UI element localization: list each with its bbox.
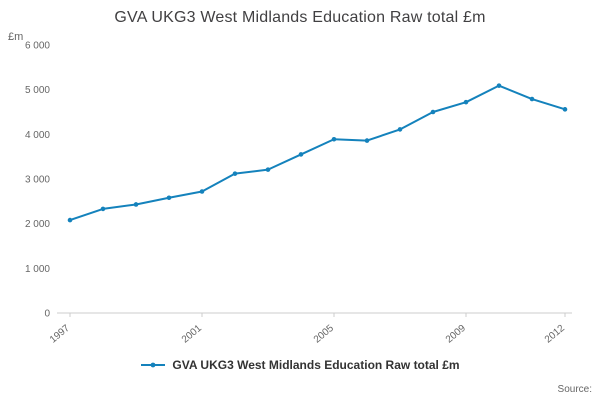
y-axis-tick-label: 2 000	[25, 219, 50, 230]
legend: GVA UKG3 West Midlands Education Raw tot…	[0, 358, 600, 372]
x-axis-tick-label: 2012	[543, 323, 567, 346]
y-axis-tick-label: 0	[44, 309, 50, 320]
y-axis-unit-label: £m	[8, 31, 24, 43]
y-axis-tick-label: 5 000	[25, 85, 50, 96]
data-point-marker	[166, 195, 172, 201]
data-point-marker	[67, 217, 73, 223]
x-axis-tick-label: 2005	[312, 323, 336, 346]
data-point-marker	[232, 171, 238, 176]
chart-title: GVA UKG3 West Midlands Education Raw tot…	[114, 9, 486, 26]
legend-label: GVA UKG3 West Midlands Education Raw tot…	[172, 358, 460, 372]
data-point-marker	[331, 136, 337, 142]
legend-marker-dot	[151, 362, 156, 368]
y-axis-tick-label: 3 000	[25, 175, 50, 186]
data-point-marker	[298, 152, 304, 157]
series-line	[69, 84, 566, 222]
data-point-marker	[265, 167, 271, 172]
source-label: Source:	[557, 384, 592, 395]
line-chart: 0 1 000 2 000 3 000 4 000 5 000 6 000 1997 2001 2…	[25, 41, 572, 346]
x-axis-tick-label: 1997	[48, 323, 72, 346]
data-point-marker	[529, 96, 535, 102]
data-point-marker	[133, 202, 139, 207]
data-point-marker	[100, 206, 106, 212]
x-axis-tick-label: 2001	[180, 323, 204, 346]
data-point-marker	[562, 107, 568, 112]
data-point-marker	[199, 189, 205, 194]
y-axis-tick-label: 4 000	[25, 130, 50, 141]
data-point-marker	[496, 83, 502, 88]
y-axis-tick-label: 6 000	[25, 41, 50, 52]
y-axis-tick-label: 1 000	[25, 264, 50, 275]
data-point-marker	[397, 127, 403, 132]
data-point-marker	[430, 109, 436, 115]
data-point-marker	[463, 99, 469, 105]
x-axis-tick-label: 2009	[444, 323, 468, 346]
data-point-marker	[364, 138, 370, 143]
legend-line-icon	[141, 362, 166, 368]
